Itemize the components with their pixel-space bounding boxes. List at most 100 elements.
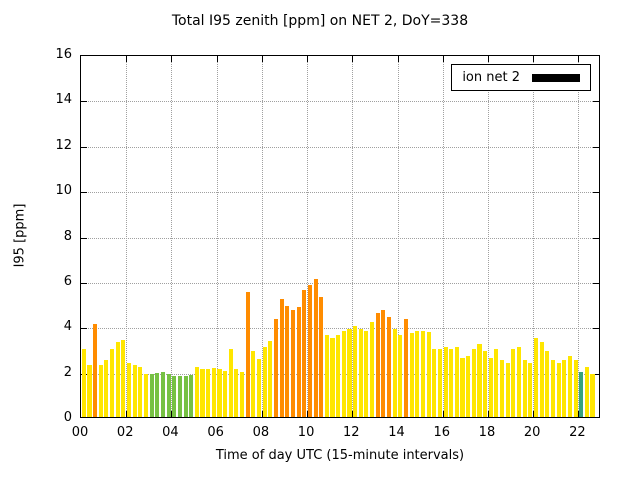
y-tick-mark	[81, 101, 87, 103]
bar	[364, 330, 369, 417]
bar	[149, 373, 154, 417]
bar	[93, 323, 98, 417]
y-tick-mark	[593, 373, 599, 375]
y-tick-mark	[593, 328, 599, 330]
bar	[443, 346, 448, 417]
bar	[319, 296, 324, 417]
x-tick-label: 18	[478, 425, 496, 440]
plot-area: ion net 2	[80, 55, 600, 418]
bar	[166, 373, 171, 417]
x-tick-label: 02	[116, 425, 134, 440]
bar	[517, 346, 522, 417]
y-tick-mark	[81, 328, 87, 330]
bar	[206, 369, 211, 417]
grid-line-vertical	[487, 56, 489, 417]
bar	[511, 348, 516, 417]
y-tick-label: 2	[63, 364, 72, 380]
bar	[584, 367, 589, 417]
x-tick-mark	[578, 56, 580, 62]
x-tick-label: 10	[297, 425, 315, 440]
bar	[562, 360, 567, 417]
x-tick-label: 16	[433, 425, 450, 440]
bar	[420, 330, 425, 417]
x-tick-mark	[533, 56, 535, 62]
bar	[500, 360, 505, 417]
bar	[590, 373, 595, 417]
bar	[81, 348, 86, 417]
bar	[115, 342, 120, 417]
bar	[279, 299, 284, 417]
bar	[533, 337, 539, 417]
bar	[268, 341, 273, 417]
x-tick-mark	[126, 56, 128, 62]
bar	[556, 362, 561, 417]
bar	[138, 367, 143, 417]
grid-line-vertical	[352, 56, 354, 417]
bar	[223, 370, 228, 417]
x-tick-mark	[261, 56, 263, 62]
bar	[121, 339, 126, 417]
bar	[449, 348, 454, 417]
grid-line-horizontal	[81, 101, 599, 103]
bar	[488, 358, 493, 417]
y-tick-label: 4	[63, 319, 72, 335]
bar	[87, 364, 92, 417]
grid-line-vertical	[216, 56, 218, 417]
bar	[143, 373, 149, 417]
x-tick-mark	[442, 411, 444, 417]
bar	[189, 375, 194, 417]
chart-title: Total I95 zenith [ppm] on NET 2, DoY=338	[171, 13, 469, 29]
bar	[211, 368, 216, 417]
bar	[234, 369, 239, 417]
bar	[415, 330, 420, 417]
bar	[466, 355, 471, 417]
bar	[336, 335, 341, 417]
bar	[183, 376, 188, 417]
x-tick-mark	[487, 56, 489, 62]
bar	[217, 369, 222, 417]
bar	[494, 348, 499, 417]
bar	[477, 344, 482, 417]
grid-line-horizontal	[81, 146, 599, 148]
bar	[257, 359, 262, 417]
bar	[155, 372, 160, 417]
bar	[437, 348, 442, 417]
legend-label: ion net 2	[462, 70, 520, 85]
bar	[370, 321, 375, 417]
bar	[132, 364, 137, 417]
x-tick-mark	[261, 411, 263, 417]
y-tick-mark	[593, 282, 599, 284]
bar	[483, 351, 488, 417]
x-tick-mark	[397, 411, 399, 417]
bar	[567, 355, 572, 417]
x-tick-mark	[578, 411, 580, 417]
legend-box: ion net 2	[451, 64, 591, 91]
x-tick-mark	[487, 411, 489, 417]
bar	[347, 328, 352, 417]
bar	[160, 371, 165, 417]
y-tick-mark	[593, 101, 599, 103]
bar	[110, 348, 115, 417]
bar	[302, 289, 307, 417]
x-tick-mark	[171, 56, 173, 62]
y-tick-mark	[593, 146, 599, 148]
y-tick-mark	[81, 282, 87, 284]
bar	[550, 360, 555, 417]
x-tick-mark	[442, 56, 444, 62]
bar	[460, 358, 465, 417]
y-tick-label: 12	[55, 137, 72, 153]
bar	[505, 362, 510, 417]
grid-line-vertical	[533, 56, 535, 417]
grid-line-vertical	[307, 56, 309, 417]
bar	[358, 328, 363, 417]
y-tick-mark	[593, 192, 599, 194]
grid-line-vertical	[442, 56, 444, 417]
x-tick-label: 12	[343, 425, 360, 440]
bar	[251, 351, 256, 417]
bar	[98, 364, 103, 417]
x-tick-mark	[216, 411, 218, 417]
grid-line-horizontal	[81, 282, 599, 284]
grid-line-vertical	[578, 56, 580, 417]
bar	[573, 360, 578, 417]
